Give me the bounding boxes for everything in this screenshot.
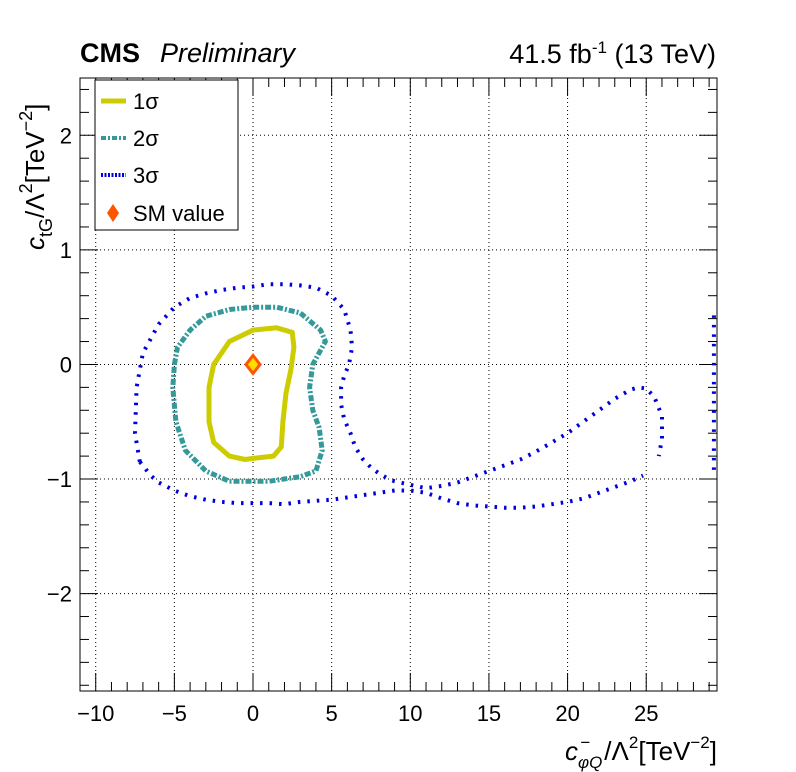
energy-value: (13 TeV) [606, 39, 716, 69]
legend: 1σ 2σ 3σ SM value [94, 79, 239, 231]
lumi-value: 41.5 fb [509, 39, 592, 69]
contour-3sigma-segment [133, 282, 664, 491]
y-tick-label: −1 [47, 467, 72, 492]
sm-value-marker [244, 353, 262, 376]
y-tick-label: 1 [60, 238, 72, 263]
legend-swatch-sm-value [107, 204, 119, 222]
plot-frame [79, 77, 718, 692]
x-tick-label: 5 [326, 701, 338, 726]
x-tick-label: 10 [398, 701, 422, 726]
status-label: Preliminary [160, 38, 296, 68]
y-tick-label: 2 [60, 123, 72, 148]
x-tick-label: 15 [477, 701, 501, 726]
x-axis-label: cφQ−/Λ2[TeV−2] [565, 733, 717, 772]
x-tick-label: −5 [162, 701, 187, 726]
contours [133, 282, 716, 510]
y-tick-labels: −2 −1 0 1 2 [47, 123, 72, 606]
legend-box [94, 79, 239, 231]
x-tick-label: 25 [634, 701, 658, 726]
lumi-exponent: -1 [591, 38, 607, 57]
legend-label-3sigma: 3σ [133, 163, 159, 188]
legend-label-1sigma: 1σ [133, 89, 159, 114]
y-tick-label: −2 [47, 582, 72, 607]
x-tick-label: 0 [247, 701, 259, 726]
contour-3sigma-segment [138, 460, 644, 510]
contour-1sigma [206, 325, 297, 462]
y-axis-label: ctG/Λ2[TeV−2] [16, 104, 56, 250]
experiment-label: CMS [80, 38, 140, 68]
x-tick-label: 20 [555, 701, 579, 726]
contour-2sigma [170, 304, 328, 484]
luminosity-label: 41.5 fb-1 (13 TeV) [509, 38, 716, 70]
legend-label-2sigma: 2σ [133, 126, 159, 151]
y-tick-label: 0 [60, 352, 72, 377]
legend-label-sm-value: SM value [133, 201, 225, 226]
x-tick-labels: −10 −5 0 5 10 15 20 25 [77, 701, 658, 726]
x-tick-label: −10 [77, 701, 114, 726]
